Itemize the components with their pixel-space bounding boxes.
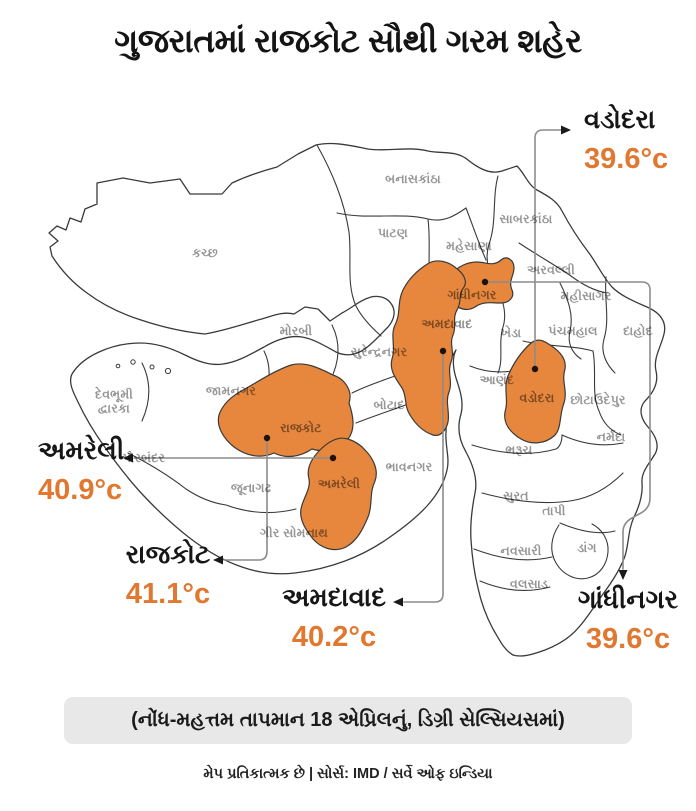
callout-ahmedabad: અમદાવાદ 40.2°c	[254, 584, 414, 652]
district-amreli-shape	[300, 437, 377, 551]
islets	[115, 359, 172, 375]
city-dot-gandhinagar	[481, 278, 489, 286]
district-vadodara-shape	[504, 339, 566, 444]
city-dot-ahmedabad	[439, 347, 447, 355]
callout-gandhinagar-city: ગાંધીનગર	[577, 584, 679, 614]
callout-rajkot: રાજકોટ 41.1°c	[88, 541, 248, 609]
callout-gandhinagar-temp: 39.6°c	[585, 623, 671, 655]
arrow-amreli	[123, 453, 133, 463]
callout-line-gandhinagar	[484, 281, 651, 570]
callout-rajkot-temp: 41.1°c	[125, 578, 211, 610]
city-dots	[263, 278, 539, 462]
callout-ahmedabad-city: અમદાવાદ	[282, 582, 386, 612]
callout-vadodara-city: વડોદરા	[584, 104, 656, 134]
city-dot-amreli	[329, 454, 337, 462]
callout-vadodara: વડોદરા 39.6°c	[584, 106, 668, 174]
callout-line-vadodara	[534, 129, 562, 370]
arrow-gandhinagar	[618, 570, 628, 580]
callout-amreli: અમરેલી 40.9°c	[38, 437, 124, 505]
callout-rajkot-city: રાજકોટ	[125, 539, 211, 569]
callout-vadodara-temp: 39.6°c	[584, 143, 669, 175]
callout-line-ahmedabad	[403, 350, 444, 603]
city-dot-vadodara	[531, 365, 539, 373]
footer-credit: મેપ પ્રતિકાત્મક છે | સોર્સ: IMD / સર્વે …	[203, 766, 493, 782]
callout-line-rajkot	[223, 437, 268, 561]
callout-gandhinagar: ગાંધીનગર 39.6°c	[548, 586, 696, 654]
district-ahmedabad-shape	[390, 260, 467, 436]
district-rajkot-shape	[217, 363, 354, 458]
page-title: ગુજરાતમાં રાજકોટ સૌથી ગરમ શહેર	[114, 22, 582, 59]
arrow-ahmedabad	[393, 597, 403, 607]
arrow-rajkot	[213, 555, 223, 565]
callout-amreli-city: અમરેલી	[38, 435, 125, 465]
callout-lines	[133, 129, 651, 603]
callout-ahmedabad-temp: 40.2°c	[291, 621, 377, 653]
callout-amreli-temp: 40.9°c	[38, 474, 123, 506]
arrow-vadodara	[561, 125, 571, 135]
callout-arrowheads	[123, 125, 628, 607]
note-text: (નોંધ-મહત્તમ તાપમાન 18 એપ્રિલનું, ડિગ્રી…	[131, 709, 565, 731]
city-dot-rajkot	[263, 434, 271, 442]
district-gandhinagar-shape	[447, 257, 515, 311]
note-bar: (નોંધ-મહત્તમ તાપમાન 18 એપ્રિલનું, ડિગ્રી…	[64, 697, 632, 744]
